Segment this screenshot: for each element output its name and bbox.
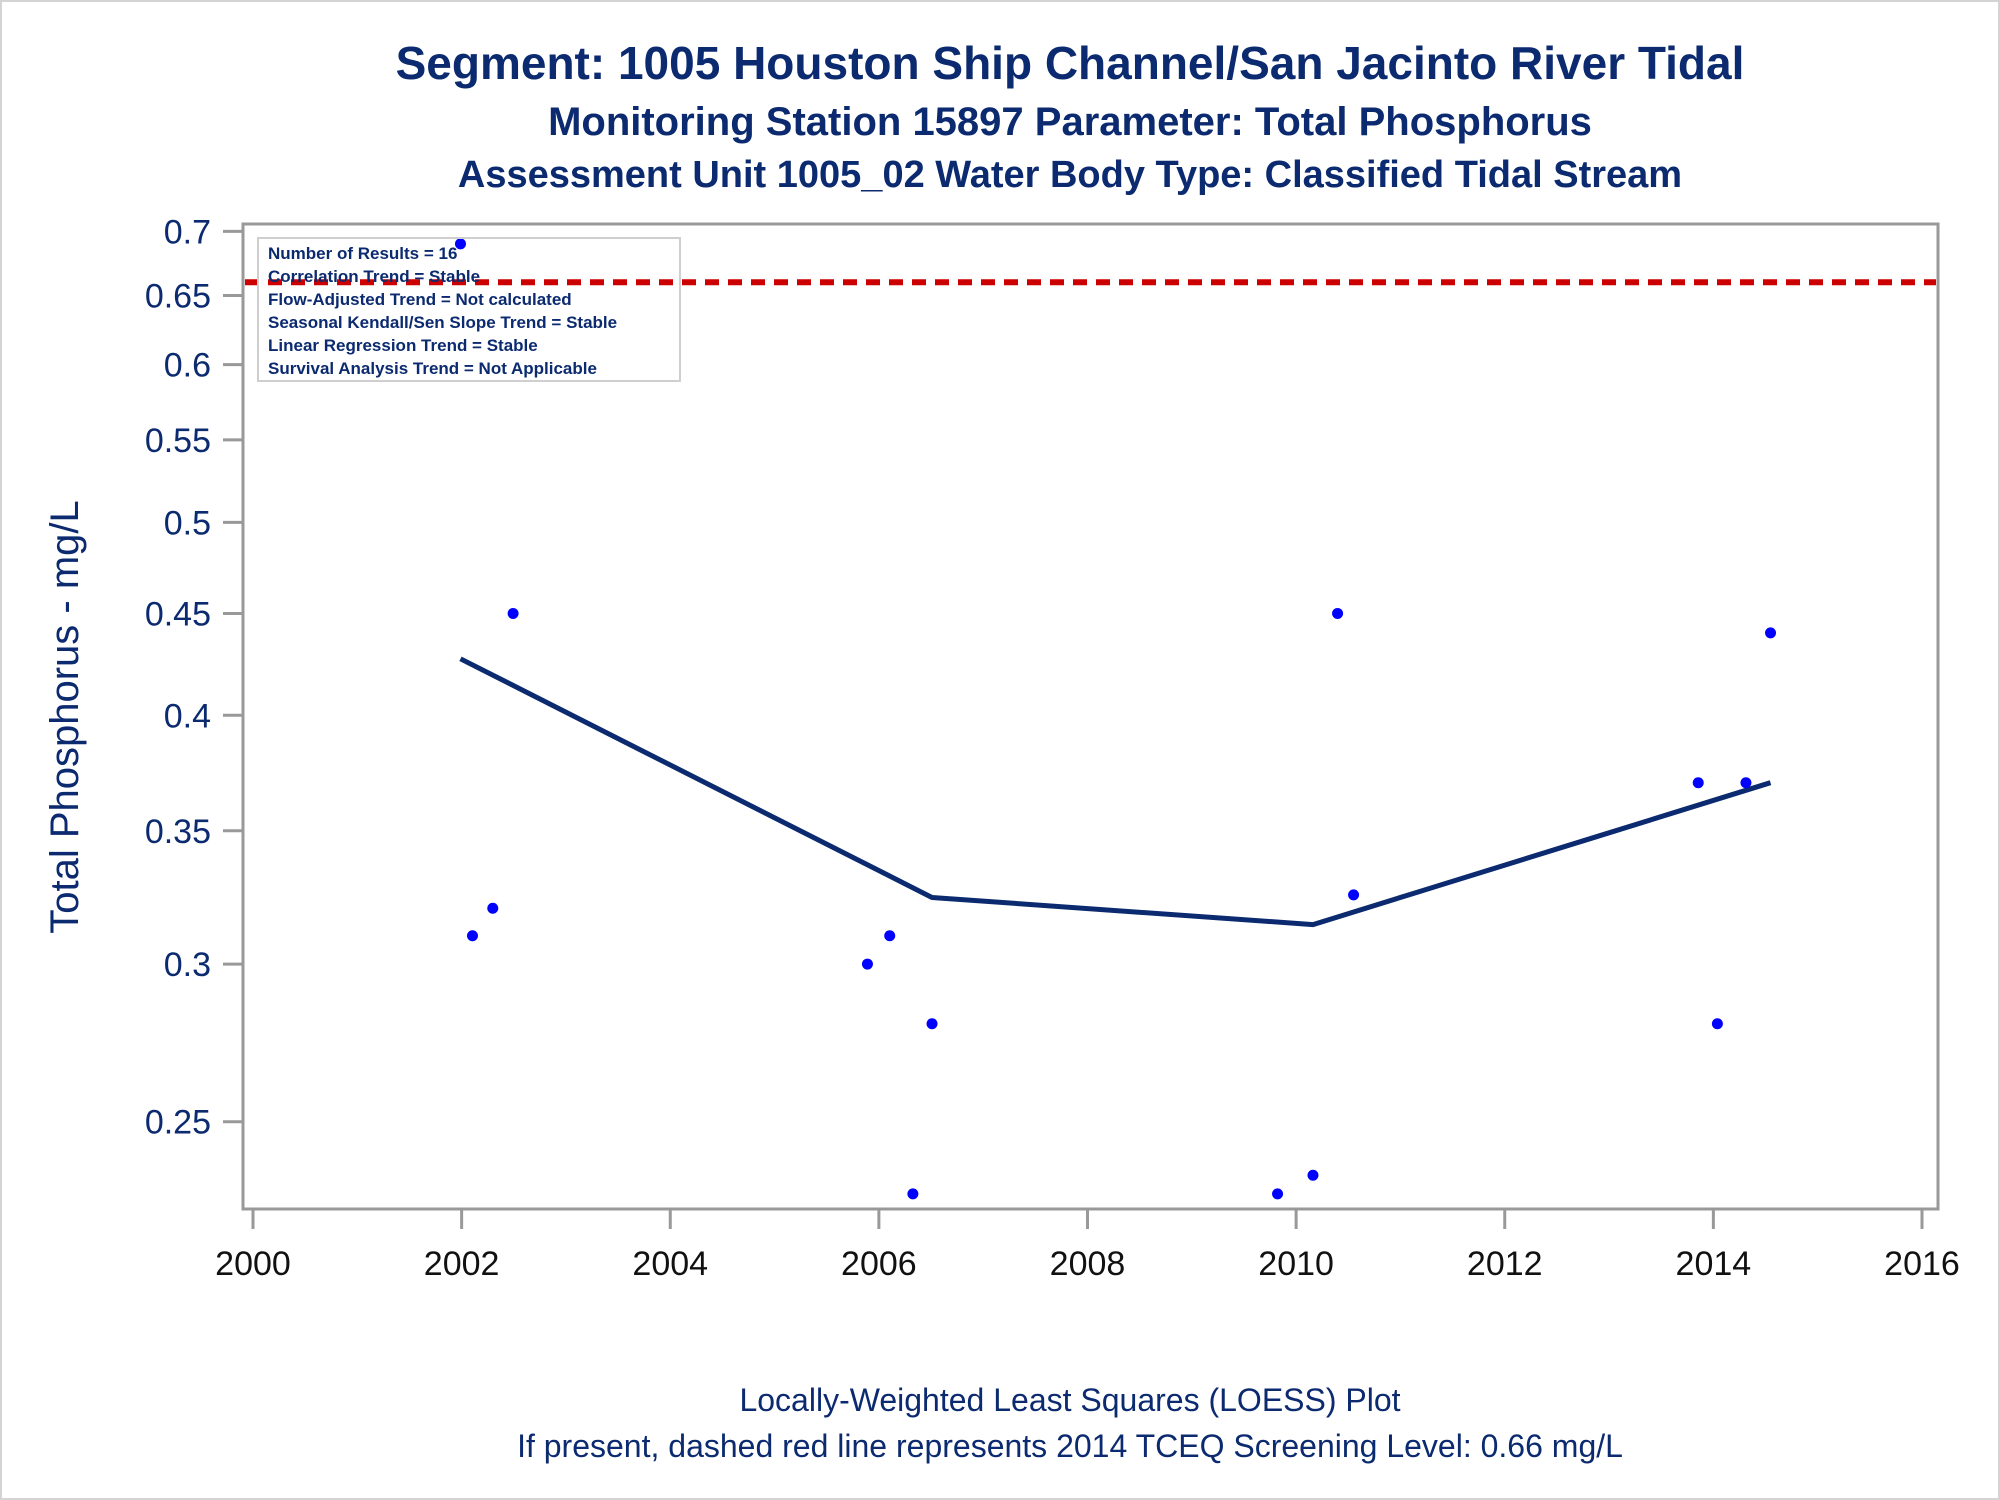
y-axis-title: Total Phosphorus - mg/L	[43, 500, 87, 934]
y-tick-label: 0.4	[164, 697, 211, 735]
x-tick-label: 2012	[1467, 1245, 1543, 1283]
data-point	[861, 958, 873, 970]
x-tick-label: 2016	[1884, 1245, 1960, 1283]
y-tick-label: 0.45	[145, 595, 211, 633]
stats-box-line: Survival Analysis Trend = Not Applicable	[268, 359, 597, 378]
data-point	[1307, 1169, 1319, 1181]
chart-title: Segment: 1005 Houston Ship Channel/San J…	[395, 37, 1745, 89]
x-tick-label: 2002	[424, 1245, 500, 1283]
data-point	[1692, 777, 1704, 789]
x-tick-label: 2004	[632, 1245, 708, 1283]
data-point	[926, 1018, 938, 1030]
data-point	[1348, 889, 1360, 901]
y-tick-label: 0.55	[145, 422, 211, 460]
x-tick-label: 2010	[1258, 1245, 1334, 1283]
data-point	[487, 902, 499, 914]
stats-box-line: Correlation Trend = Stable	[268, 267, 480, 286]
x-tick-label: 2008	[1050, 1245, 1126, 1283]
stats-box-line: Seasonal Kendall/Sen Slope Trend = Stabl…	[268, 313, 617, 332]
y-tick-label: 0.5	[164, 504, 211, 542]
chart-svg: 0.25 0.3 0.35 0.4 0.45 0.5 0.55 0.6 0.65 0.7 2000…	[43, 213, 1960, 1283]
y-tick-label: 0.65	[145, 277, 211, 315]
loess-curve	[459, 656, 1772, 928]
y-axis: 0.25 0.3 0.35 0.4 0.45 0.5 0.55 0.6 0.65 0.7	[145, 213, 243, 1142]
chart-subtitle-assessment: Assessment Unit 1005_02 Water Body Type:…	[457, 154, 1683, 196]
x-tick-label: 2000	[215, 1245, 291, 1283]
data-points	[454, 238, 1777, 1200]
stats-box-line: Number of Results = 16	[268, 244, 457, 263]
stats-box-line: Flow-Adjusted Trend = Not calculated	[268, 290, 572, 309]
stats-box-border	[257, 237, 681, 382]
stats-box: Number of Results = 16 Correlation Trend …	[257, 237, 681, 382]
x-axis: 2000 2002 2004 2006 2008 2010 2012 2014 2016	[215, 1209, 1960, 1283]
footnote-screening-level: If present, dashed red line represents 2…	[517, 1428, 1623, 1464]
data-point	[1740, 777, 1752, 789]
data-point	[1332, 607, 1344, 619]
x-tick-label: 2014	[1676, 1245, 1752, 1283]
y-tick-label: 0.6	[164, 347, 211, 385]
y-tick-label: 0.7	[164, 213, 211, 251]
data-point	[884, 930, 896, 942]
data-point	[507, 607, 519, 619]
data-point	[1765, 627, 1777, 639]
data-point	[907, 1188, 919, 1200]
footnote-loess: Locally-Weighted Least Squares (LOESS) P…	[739, 1382, 1401, 1418]
stats-box-line: Linear Regression Trend = Stable	[268, 336, 538, 355]
x-tick-label: 2006	[841, 1245, 917, 1283]
data-point	[1711, 1018, 1723, 1030]
loess-line	[459, 656, 1772, 928]
data-point	[466, 930, 478, 942]
y-tick-label: 0.25	[145, 1104, 211, 1142]
chart-subtitle-station: Monitoring Station 15897 Parameter: Tota…	[548, 100, 1592, 144]
y-tick-label: 0.3	[164, 946, 211, 984]
data-point	[1272, 1188, 1284, 1200]
y-tick-label: 0.35	[145, 813, 211, 851]
data-point	[454, 238, 466, 250]
